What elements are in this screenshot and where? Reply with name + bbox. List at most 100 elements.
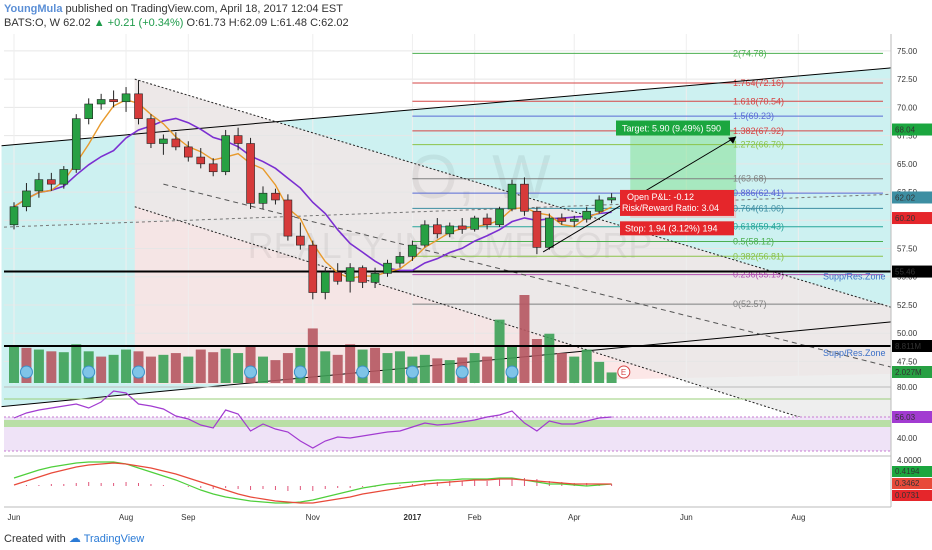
macd-tick-label: 4.0000 [897, 456, 922, 465]
volume-current-label: 2.027M [895, 368, 922, 377]
volume-bar [581, 349, 592, 383]
volume-bar [544, 333, 555, 383]
candle-body [320, 271, 330, 293]
fib-level-label: 0.382(56.81) [733, 251, 784, 261]
candle-body [271, 192, 280, 201]
x-tick-label: Nov [306, 513, 320, 522]
change-up-icon: ▲ [93, 17, 105, 29]
volume-bar [245, 346, 256, 383]
dividend-marker-icon [82, 365, 96, 379]
price-label: 68.04 [895, 126, 916, 135]
published-text: published on TradingView.com, April 18, … [65, 3, 343, 15]
volume-bar [33, 349, 44, 383]
fib-level-label: 1.5(69.23) [733, 111, 774, 121]
volume-bar [432, 358, 443, 383]
y-tick-label: 70.00 [897, 103, 918, 112]
candle-body [358, 267, 367, 283]
footer: Created with ☁ TradingView [4, 531, 144, 545]
price-label-bg [892, 191, 932, 204]
candle-body [184, 146, 193, 158]
volume-bar [507, 346, 517, 383]
candle-body [171, 138, 181, 148]
footer-brand[interactable]: TradingView [83, 533, 145, 545]
fib-level-label: 0.5(58.12) [733, 237, 774, 247]
volume-bar [220, 348, 231, 383]
target-label: Target: 5.90 (9.49%) 590 [622, 124, 721, 134]
volume-bar [519, 295, 530, 383]
macd-value-bg [892, 466, 932, 477]
descending-mid-line [163, 183, 892, 368]
macd-value-label: 0.4194 [895, 467, 920, 476]
y-tick-label: 72.50 [897, 75, 918, 84]
candle-body [333, 271, 343, 282]
volume-bar [569, 356, 580, 383]
candle-body [520, 183, 529, 212]
volume-bar [594, 361, 605, 383]
footer-created-with: Created with [4, 533, 66, 545]
y-tick-label: 50.00 [897, 329, 918, 338]
author-name[interactable]: YoungMula [4, 3, 63, 15]
candle-body [71, 118, 81, 170]
candle-body [569, 218, 579, 222]
volume-bar [46, 351, 57, 383]
rsi-tick-label: 80.00 [897, 383, 918, 392]
price-label-bg [892, 123, 932, 136]
volume-bar [394, 351, 405, 383]
volume-bar [606, 372, 617, 383]
candle-body [594, 199, 604, 212]
stop-label: Stop: 1.94 (3.12%) 194 [625, 223, 718, 233]
candle-body [121, 93, 131, 103]
x-tick-label: Aug [791, 513, 805, 522]
last-price: 62.02 [63, 17, 91, 29]
volume-bar [9, 346, 19, 383]
candle-body [109, 99, 118, 103]
watermark-symbol: O, W [409, 143, 551, 212]
target-zone [630, 129, 737, 197]
volume-bar [108, 354, 119, 383]
candle-body [34, 179, 44, 192]
volume-bar [58, 352, 69, 383]
volume-bar [183, 356, 194, 383]
fib-level-label: 1(63.68) [733, 174, 767, 184]
candle-body [59, 169, 69, 185]
open-pl-label: Open P&L: -0.12 [627, 192, 694, 202]
candle-body [445, 225, 455, 235]
macd-value-bg [892, 490, 932, 501]
candle-body [308, 244, 318, 293]
fib-level-label: 1.764(72.16) [733, 78, 784, 88]
fib-level-label: 1.382(67.92) [733, 126, 784, 136]
chart-header-line2: BATS:O, W 62.02 ▲ +0.21 (+0.34%) O:61.73… [4, 17, 349, 29]
candle-body [457, 225, 467, 230]
candle-body [420, 224, 430, 246]
x-tick-label: 2017 [404, 513, 422, 522]
volume-bar [444, 360, 455, 383]
candle-body [545, 217, 554, 248]
macd-line [13, 461, 612, 504]
candle-body [432, 224, 442, 235]
candle-body [221, 135, 230, 173]
volume-bar [556, 353, 567, 383]
fib-level-label: 0.618(59.43) [733, 222, 784, 232]
candle-body [607, 197, 616, 201]
candle-body [296, 235, 305, 246]
volume-bar [531, 339, 542, 383]
pl-label-bg [620, 189, 734, 216]
fib-level-label: 1.272(66.70) [733, 140, 784, 150]
volume-bar [233, 353, 244, 383]
dividend-marker-icon [19, 365, 33, 379]
candle-body [84, 103, 93, 119]
volume-bar [21, 347, 32, 383]
projection-arrow-head [728, 136, 737, 144]
volume-bar [482, 356, 493, 383]
candle-body [482, 217, 492, 226]
candle-body [532, 210, 542, 248]
candle-body [22, 190, 31, 208]
rsi-current-bg [892, 411, 932, 423]
candle-body [96, 99, 106, 105]
support-zone-label: Supp/Res.Zone [823, 272, 886, 282]
volume-bar [332, 354, 343, 383]
candle-body [196, 156, 206, 165]
symbol-label: BATS:O, W [4, 17, 61, 29]
volume-bar [382, 353, 393, 383]
